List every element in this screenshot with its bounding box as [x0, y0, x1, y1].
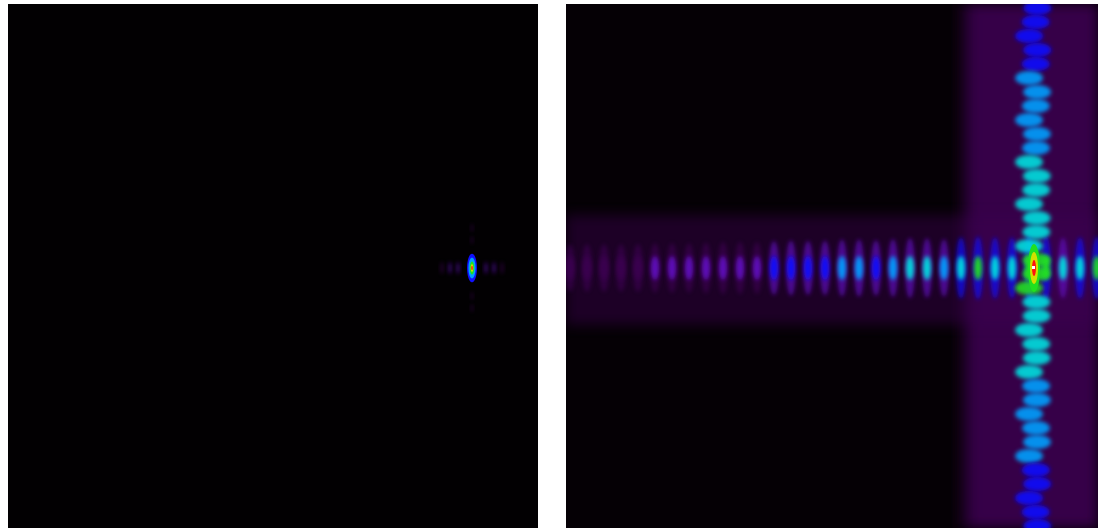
spot: [470, 304, 474, 312]
spot: [923, 256, 931, 280]
spot: [470, 292, 474, 300]
spot: [991, 256, 999, 280]
left-heatmap: [440, 224, 504, 312]
spot: [872, 256, 880, 280]
spot: [1015, 365, 1044, 379]
spot: [838, 256, 846, 280]
spot: [821, 256, 829, 280]
spot: [634, 256, 642, 280]
spot: [1022, 295, 1051, 309]
spot: [1021, 421, 1050, 435]
spot: [1032, 266, 1035, 269]
spot: [492, 262, 496, 274]
spot: [1023, 85, 1052, 99]
spot: [787, 256, 795, 280]
spot: [1021, 463, 1050, 477]
spot: [1015, 113, 1044, 127]
spot: [1015, 197, 1044, 211]
spot: [1022, 351, 1051, 365]
horizontal-haze: [566, 215, 1098, 325]
spot: [1093, 256, 1098, 280]
spot: [1023, 519, 1052, 528]
spot: [1059, 256, 1067, 280]
spot: [1022, 225, 1051, 239]
spot: [1022, 337, 1051, 351]
spot: [668, 256, 676, 280]
spot: [685, 256, 693, 280]
spot: [1022, 309, 1051, 323]
spot: [470, 236, 474, 244]
spot: [1021, 505, 1050, 519]
spot: [889, 256, 897, 280]
spot: [1015, 449, 1044, 463]
spot: [753, 256, 761, 280]
spot: [940, 256, 948, 280]
spot: [957, 256, 965, 280]
spot: [1022, 211, 1051, 225]
spot: [1022, 379, 1051, 393]
spot: [719, 256, 727, 280]
spot: [651, 256, 659, 280]
spot: [1015, 71, 1044, 85]
spot: [770, 256, 778, 280]
spot: [1022, 169, 1051, 183]
spot: [974, 256, 982, 280]
spot: [1076, 256, 1084, 280]
spot: [456, 262, 460, 274]
spot: [1022, 127, 1051, 141]
spot: [1015, 29, 1044, 43]
spot: [702, 256, 710, 280]
spot: [855, 256, 863, 280]
spot: [906, 256, 914, 280]
right-heatmap: [566, 4, 1098, 528]
spot: [1023, 477, 1052, 491]
spot: [1022, 393, 1051, 407]
spot: [1023, 4, 1052, 15]
spot: [1023, 43, 1052, 57]
spot: [600, 256, 608, 280]
spot: [566, 256, 574, 280]
spot: [1022, 183, 1051, 197]
spot: [1015, 491, 1044, 505]
spot: [448, 262, 452, 274]
spot: [583, 256, 591, 280]
spot: [617, 256, 625, 280]
spot: [804, 256, 812, 280]
spot: [440, 262, 444, 274]
spot: [1021, 15, 1050, 29]
spot: [1015, 323, 1044, 337]
spot: [1008, 256, 1016, 280]
spot: [470, 224, 474, 232]
spot: [1021, 99, 1050, 113]
spot: [484, 262, 488, 274]
spot: [1021, 57, 1050, 71]
spot: [1015, 281, 1044, 295]
spot: [1015, 239, 1044, 253]
right-spots: [566, 4, 1098, 528]
spot: [1022, 141, 1051, 155]
spot: [1023, 435, 1052, 449]
spot: [471, 265, 473, 271]
spot: [1015, 407, 1044, 421]
spot: [1015, 155, 1044, 169]
spot: [736, 256, 744, 280]
spot: [500, 262, 504, 274]
